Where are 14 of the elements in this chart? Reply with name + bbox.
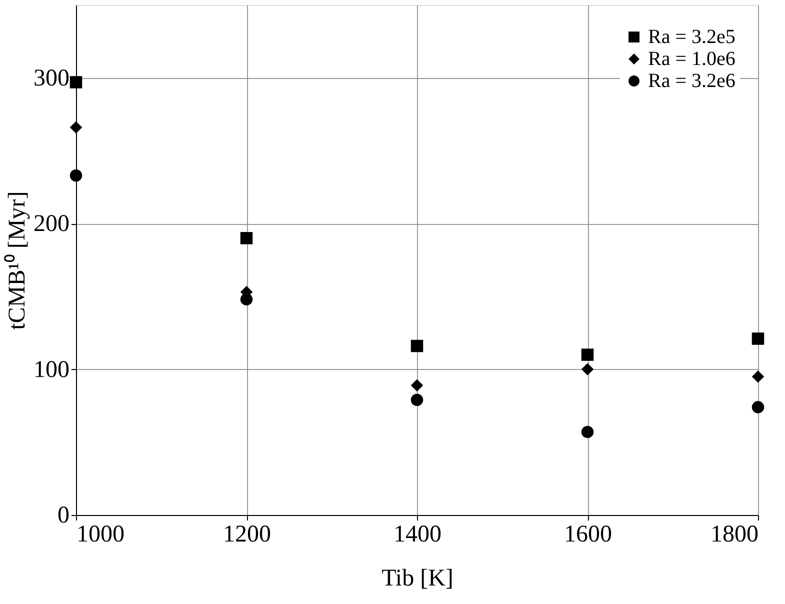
legend-label: Ra = 1.0e6 [648,48,736,70]
y-axis-title: tCMB¹⁰ [Myr] [4,191,30,330]
legend-label: Ra = 3.2e6 [648,70,736,92]
x-tick-label: 1800 [710,522,758,548]
x-tick-label: 1600 [564,522,612,548]
y-tick-label: 100 [34,356,70,383]
y-tick-label: 300 [34,65,70,92]
y-tick-label: 0 [58,502,70,528]
x-tick-label: 1000 [76,522,124,548]
x-tick-label: 1400 [394,522,442,548]
legend-label: Ra = 3.2e5 [648,26,736,48]
y-tick-label: 200 [34,211,70,238]
x-axis-title: Tib [K] [382,566,454,592]
x-tick-label: 1200 [223,522,271,548]
